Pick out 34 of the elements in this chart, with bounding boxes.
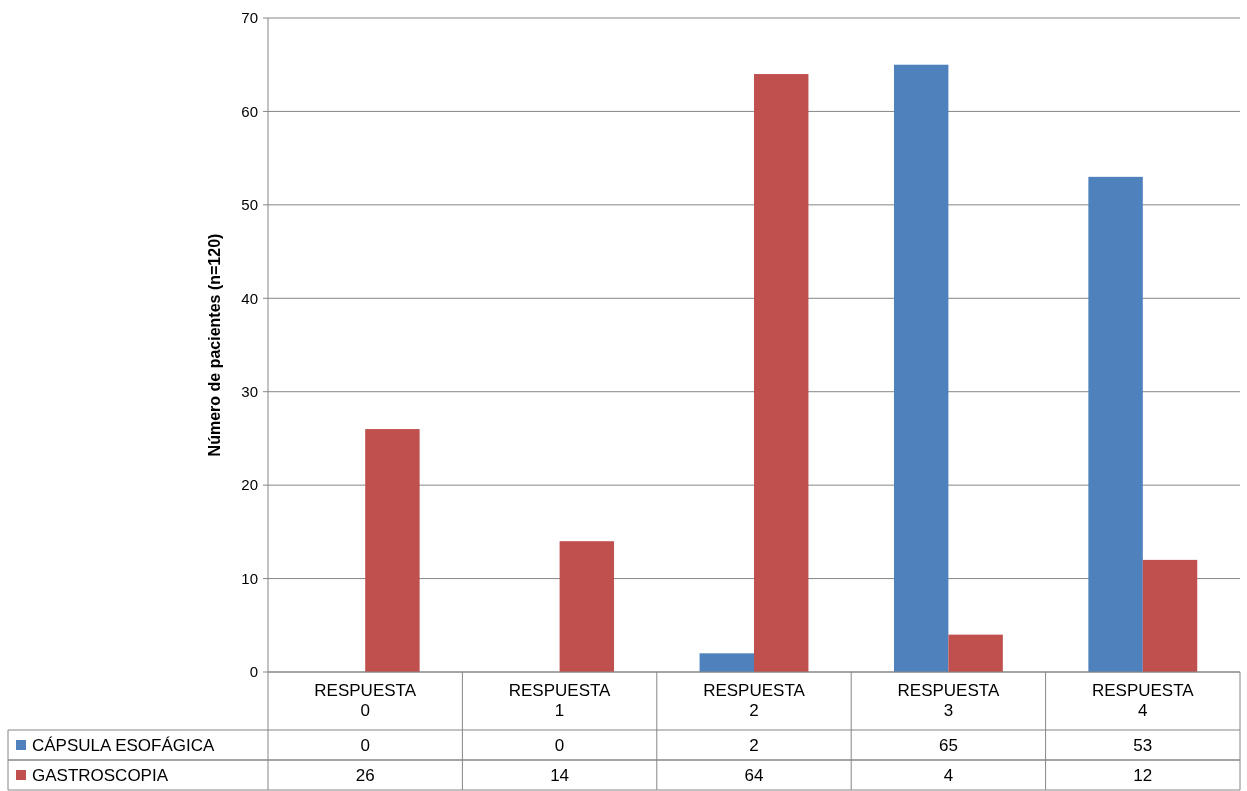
data-label: 12 (1133, 765, 1153, 785)
y-tick-label: 0 (249, 663, 258, 681)
data-label: 0 (554, 735, 565, 755)
y-tick-label: 70 (241, 9, 258, 27)
y-tick-label: 20 (241, 476, 258, 494)
data-label: 4 (943, 765, 954, 785)
y-tick-label: 60 (241, 102, 258, 120)
y-tick-label: 50 (241, 196, 258, 214)
data-label: 26 (355, 765, 375, 785)
data-label: 53 (1133, 735, 1153, 755)
data-label: 2 (749, 735, 759, 755)
data-label: 64 (744, 765, 764, 785)
data-label: 65 (938, 735, 958, 755)
bar (948, 634, 1003, 672)
bar (1088, 176, 1143, 672)
bar (1142, 559, 1198, 672)
x-tick-label: RESPUESTA 1 (508, 681, 612, 720)
bar (365, 429, 420, 672)
legend-label: GASTROSCOPIA (32, 765, 169, 785)
bar (893, 64, 949, 672)
bar (699, 653, 754, 672)
y-tick-label: 10 (241, 569, 258, 587)
data-label: 0 (360, 735, 370, 755)
y-tick-label: 30 (241, 382, 258, 400)
bar (754, 74, 809, 672)
data-label: 14 (550, 765, 570, 785)
y-axis-title: Número de pacientes (n=120) (206, 233, 223, 457)
x-tick-label: RESPUESTA 3 (897, 681, 1000, 720)
x-tick-label: RESPUESTA 0 (314, 681, 417, 720)
y-tick-label: 40 (241, 289, 258, 307)
legend-label: CÁPSULA ESOFÁGICA (32, 735, 215, 755)
bar (559, 541, 615, 672)
x-tick-label: RESPUESTA 4 (1091, 681, 1195, 720)
x-tick-label: RESPUESTA 2 (703, 681, 806, 720)
